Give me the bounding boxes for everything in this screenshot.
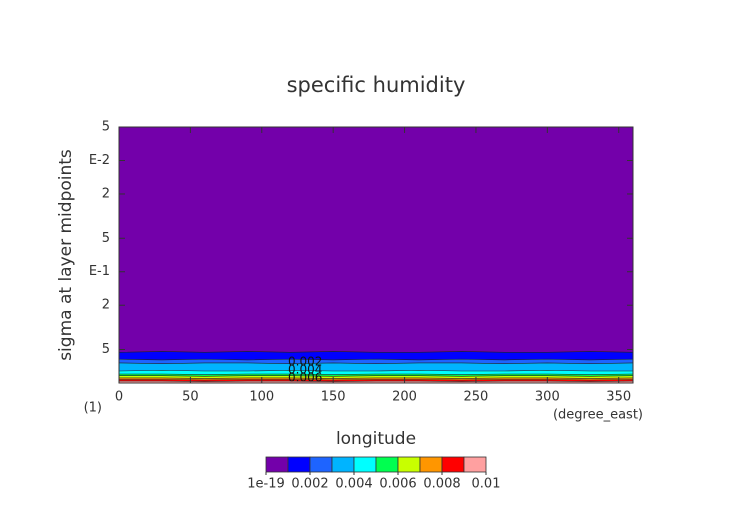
x-tick-label: 300 (535, 390, 560, 405)
y-tick-label: E-2 (89, 153, 110, 168)
contour-line (119, 375, 634, 377)
colorbar-box (265, 456, 289, 473)
colorbar-box (463, 456, 487, 473)
x-tick-label: 150 (321, 390, 346, 405)
colorbar-tick-label: 0.006 (379, 477, 416, 492)
plot-frame (118, 126, 634, 384)
colorbar-tick-label: 0.004 (335, 477, 372, 492)
y-axis-label: sigma at layer midpoints (56, 149, 76, 361)
contour-label: 0.002 (288, 355, 322, 369)
colorbar-box (375, 456, 399, 473)
colorbar-box (287, 456, 311, 473)
contour-line (118, 351, 634, 353)
colorbar-tick-label: 0.008 (423, 477, 460, 492)
colorbar-tick-label: 0.01 (472, 477, 501, 492)
y-tick-label: 2 (102, 298, 110, 313)
y-tick-label: (1) (84, 401, 102, 416)
x-tick-label: 100 (249, 390, 274, 405)
x-tick-label: 50 (182, 390, 199, 405)
colorbar-box (397, 456, 421, 473)
y-tick-label: 5 (102, 342, 110, 357)
chart-title: specific humidity (287, 73, 466, 97)
x-tick-label: 250 (464, 390, 489, 405)
contour-line (118, 370, 633, 372)
y-tick-label: 5 (102, 120, 110, 135)
colorbar-box (353, 456, 377, 473)
colorbar-box (419, 456, 443, 473)
x-tick-label: 0 (115, 390, 123, 405)
colorbar-tick-label: 1e-19 (247, 477, 285, 492)
x-axis-label: longitude (336, 429, 416, 449)
y-tick-label: 2 (102, 186, 110, 201)
x-axis-unit: (degree_east) (553, 408, 643, 423)
contour-label: 0.004 (288, 363, 322, 377)
y-tick-label: E-1 (89, 264, 110, 279)
contour-line (118, 358, 634, 361)
contour-line (119, 373, 634, 375)
colorbar-box (441, 456, 465, 473)
contour-label: 0.006 (288, 371, 322, 385)
x-tick-label: 350 (606, 390, 631, 405)
x-tick-label: 200 (392, 390, 417, 405)
contour-fill (119, 127, 633, 383)
colorbar-box (309, 456, 333, 473)
colorbar-tick-label: 0.002 (291, 477, 328, 492)
colorbar-box (331, 456, 355, 473)
contour-line (118, 362, 634, 364)
y-tick-label: 5 (102, 231, 110, 246)
